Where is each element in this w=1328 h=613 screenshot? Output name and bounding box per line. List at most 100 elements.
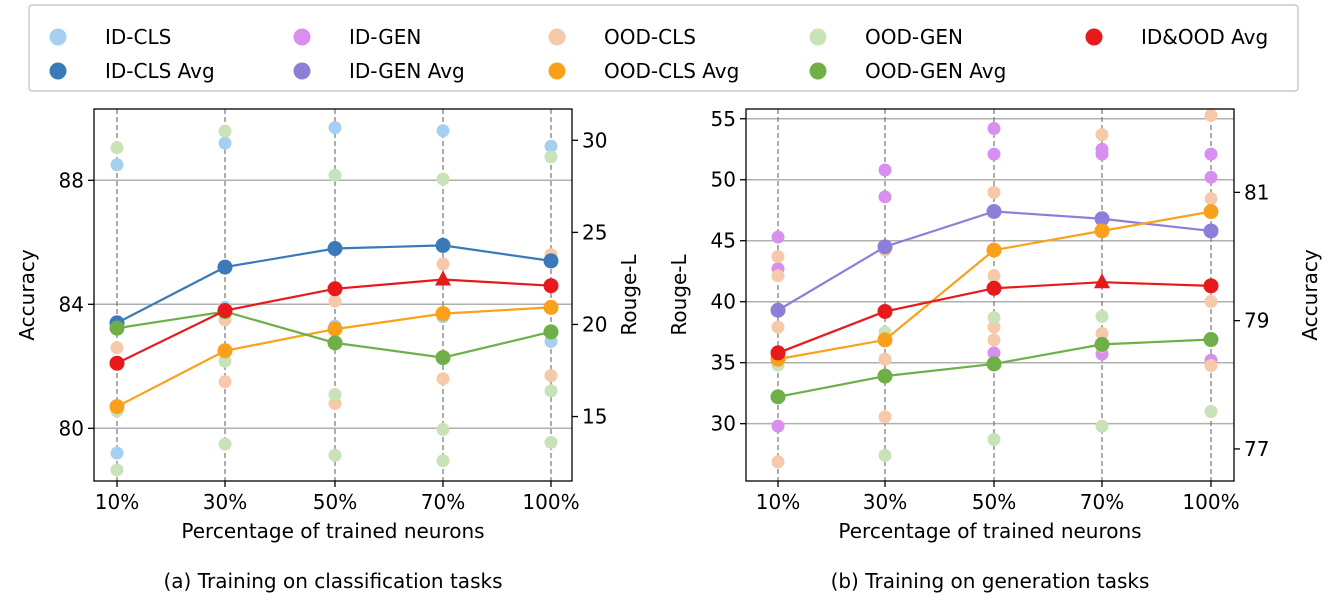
marker-ood-cls-avg-3 (1094, 223, 1110, 239)
marker-ood-gen-avg-1 (877, 368, 893, 384)
ytick-left-label-3: 45 (711, 229, 736, 253)
marker-id-cls-avg-1 (217, 259, 233, 275)
point-ood-cls-6 (436, 257, 450, 271)
x-axis-label: Percentage of trained neurons (181, 519, 484, 543)
legend-label-id-cls: ID-CLS (105, 25, 171, 49)
point-id-gen-6 (987, 122, 1001, 136)
marker-ood-gen-avg-4 (543, 324, 559, 340)
xtick-label-1: 30% (203, 490, 247, 514)
legend-marker-id-and-ood-avg (1085, 28, 1103, 46)
marker-ood-gen-avg-2 (986, 356, 1002, 372)
point-ood-cls-10 (987, 333, 1001, 347)
marker-ood-cls-avg-1 (877, 332, 893, 348)
marker-id-and-ood-avg-1 (877, 303, 893, 319)
marker-id-gen-avg-3 (1094, 211, 1110, 227)
legend-marker-id-gen-avg (293, 62, 311, 80)
point-ood-cls-17 (1204, 294, 1218, 308)
point-ood-gen-7 (328, 387, 342, 401)
plot-frame (745, 108, 1235, 482)
ytick-left-label-4: 50 (711, 168, 736, 192)
y-axis-label-right: Rouge-L (617, 254, 641, 336)
point-ood-cls-11 (1095, 128, 1109, 142)
xtick-label-0: 10% (756, 490, 800, 514)
point-ood-gen-13 (544, 384, 558, 398)
panel-generation: 30 35 40 45 50 55 77 79 81 10% 30% 50% 70% 100% Percen… (667, 107, 1322, 593)
point-ood-gen-6 (328, 168, 342, 182)
xtick-label-2: 50% (313, 490, 357, 514)
marker-id-and-ood-avg-4 (1203, 278, 1219, 294)
point-id-cls-6 (436, 124, 450, 138)
legend-marker-ood-cls (548, 28, 566, 46)
marker-ood-cls-avg-0 (109, 399, 125, 415)
point-ood-cls-6 (878, 410, 892, 424)
ytick-right-label-1: 20 (582, 312, 607, 336)
marker-ood-gen-avg-3 (435, 350, 451, 366)
legend-label-ood-gen: OOD-GEN (865, 25, 963, 49)
marker-id-cls-avg-4 (543, 253, 559, 269)
point-id-cls-0 (110, 158, 124, 172)
marker-id-and-ood-avg-3-triangle (1094, 273, 1110, 289)
marker-id-cls-avg-3 (435, 237, 451, 253)
marker-ood-cls-avg-2 (986, 242, 1002, 258)
point-ood-cls-4 (328, 294, 342, 308)
legend-label-ood-cls-avg: OOD-CLS Avg (604, 59, 739, 83)
marker-id-and-ood-avg-4 (543, 278, 559, 294)
point-id-gen-8 (987, 346, 1001, 360)
ytick-left-label-2: 40 (711, 290, 736, 314)
point-ood-gen-8 (1204, 404, 1218, 418)
legend: ID-CLS ID-CLS Avg ID-GEN ID-GEN Avg OOD-CLS O… (28, 4, 1299, 92)
point-id-gen-0 (771, 230, 785, 244)
legend-marker-id-cls-avg (49, 62, 67, 80)
point-id-gen-10 (1095, 147, 1109, 161)
point-ood-cls-3 (771, 455, 785, 469)
point-ood-gen-4 (218, 354, 232, 368)
point-id-cls-8 (544, 139, 558, 153)
legend-marker-id-gen (293, 28, 311, 46)
point-ood-cls-16 (1204, 192, 1218, 206)
point-ood-cls-15 (1204, 108, 1218, 122)
point-id-gen-3 (878, 163, 892, 177)
marker-id-cls-avg-2 (327, 241, 343, 256)
point-id-cls-1 (110, 446, 124, 460)
legend-marker-ood-gen (809, 28, 827, 46)
point-id-cls-2 (218, 136, 232, 150)
point-ood-gen-3 (218, 124, 232, 138)
point-id-cls-4 (328, 121, 342, 135)
marker-ood-gen-avg-0 (770, 389, 786, 405)
point-ood-cls-13 (1095, 326, 1109, 340)
point-ood-gen-3 (987, 311, 1001, 325)
point-ood-cls-8 (987, 269, 1001, 283)
point-id-gen-7 (987, 147, 1001, 161)
xtick-label-3: 70% (421, 490, 465, 514)
marker-id-gen-avg-4 (1203, 223, 1219, 239)
point-ood-cls-1 (771, 269, 785, 283)
point-ood-cls-9 (987, 320, 1001, 334)
point-ood-gen-6 (1095, 419, 1109, 433)
x-axis-label: Percentage of trained neurons (838, 519, 1141, 543)
point-ood-cls-9 (544, 369, 558, 383)
ytick-left-label-0: 30 (711, 412, 736, 436)
point-ood-cls-7 (436, 372, 450, 386)
marker-ood-gen-avg-4 (1203, 332, 1219, 348)
point-ood-gen-2 (110, 463, 124, 477)
point-ood-cls-3 (218, 375, 232, 389)
marker-ood-gen-avg-3 (1094, 336, 1110, 352)
legend-label-id-gen-avg: ID-GEN Avg (349, 59, 465, 83)
ytick-left-label-5: 55 (711, 107, 736, 131)
point-ood-gen-8 (328, 448, 342, 462)
panel-classification: 80 84 88 15 20 25 30 10% 30% 50% 70% 100% Percentage… (15, 108, 641, 593)
legend-marker-id-cls (49, 28, 67, 46)
point-ood-gen-10 (436, 422, 450, 436)
ytick-right-label-0: 15 (582, 405, 607, 429)
point-id-gen-4 (878, 190, 892, 204)
marker-ood-cls-avg-2 (327, 321, 343, 337)
point-ood-gen-5 (1095, 309, 1109, 323)
marker-ood-gen-avg-2 (327, 335, 343, 351)
point-ood-gen-11 (436, 454, 450, 468)
panel-caption: (a) Training on classification tasks (163, 569, 502, 593)
ytick-left-label-2: 88 (59, 168, 84, 192)
point-ood-cls-0 (771, 250, 785, 264)
point-ood-cls-2 (771, 320, 785, 334)
xtick-label-4: 100% (522, 490, 579, 514)
y-axis-label-left: Rouge-L (667, 254, 691, 336)
